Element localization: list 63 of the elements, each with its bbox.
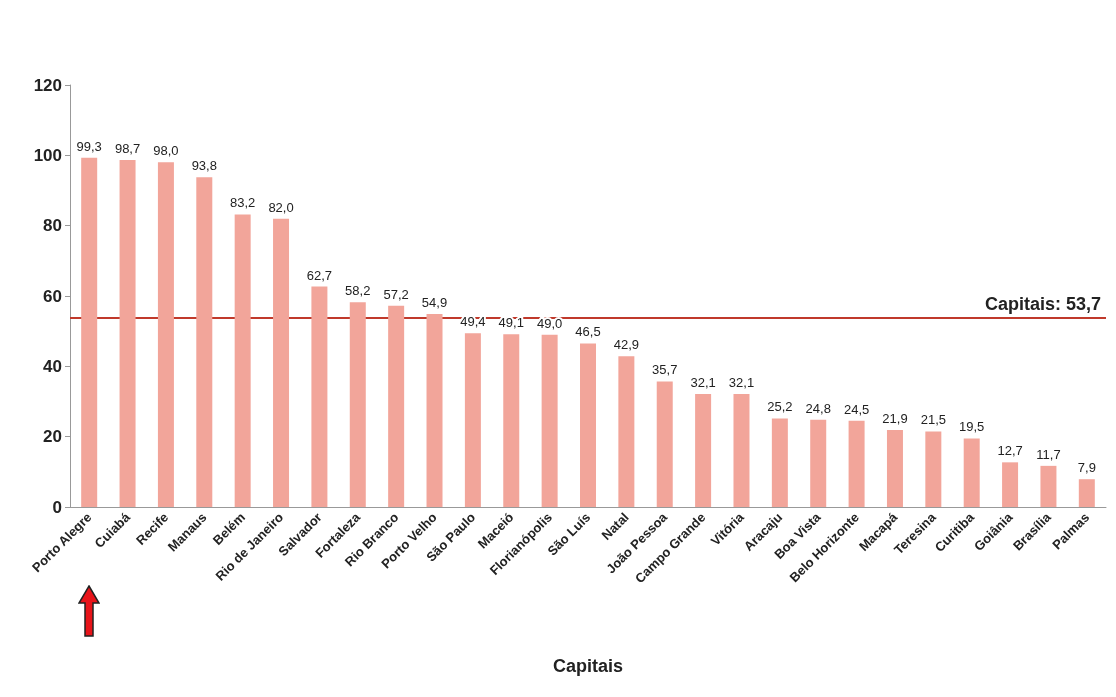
- bar: [541, 334, 558, 507]
- data-label: 57,2: [383, 286, 409, 302]
- bar: [1002, 462, 1019, 507]
- data-label: 32,1: [690, 375, 716, 391]
- data-label: 42,9: [613, 337, 640, 353]
- bar: [810, 419, 827, 507]
- bar: [656, 381, 673, 507]
- bar: [157, 162, 174, 507]
- y-tick-label: 80: [43, 216, 62, 236]
- data-label: 12,7: [997, 443, 1023, 459]
- data-label: 7,9: [1077, 460, 1096, 476]
- data-label: 24,5: [843, 401, 870, 417]
- bar: [848, 420, 865, 507]
- ref-line-label: Capitais: 53,7: [984, 294, 1101, 315]
- bar: [963, 438, 980, 507]
- data-label: 49,1: [498, 315, 524, 331]
- data-label: 98,0: [153, 143, 179, 159]
- bar: [618, 356, 635, 507]
- y-tick-label: 20: [43, 427, 62, 447]
- data-label: 54,9: [421, 294, 448, 310]
- data-label: 99,3: [76, 138, 102, 154]
- data-label: 21,9: [882, 410, 908, 426]
- bar: [925, 431, 942, 507]
- data-label: 19,5: [959, 419, 985, 435]
- bar: [733, 394, 750, 507]
- bar: [119, 159, 136, 507]
- data-label: 98,7: [114, 140, 141, 156]
- y-tick-label: 60: [43, 286, 62, 306]
- data-label: 83,2: [230, 195, 256, 211]
- bar: [234, 214, 251, 507]
- bar: [503, 334, 520, 507]
- bar: [886, 429, 903, 507]
- y-tick-label: 120: [33, 75, 62, 95]
- data-label: 46,5: [575, 324, 601, 340]
- data-label: 93,8: [191, 158, 217, 174]
- x-axis-title: Capitais: [552, 656, 624, 676]
- data-label: 62,7: [306, 267, 333, 283]
- bar: [695, 394, 712, 507]
- data-label: 32,1: [728, 375, 755, 391]
- bar: [196, 177, 213, 507]
- data-label: 82,0: [268, 199, 294, 215]
- bar: [580, 343, 596, 507]
- bar: [273, 218, 290, 507]
- bar: [311, 286, 328, 507]
- bar: [426, 313, 443, 507]
- bar: [771, 418, 788, 507]
- data-label: 11,7: [1036, 446, 1061, 462]
- data-label: 21,5: [920, 412, 946, 428]
- data-label: 58,2: [345, 283, 371, 299]
- y-tick-label: 100: [33, 145, 62, 165]
- bar: [388, 305, 405, 507]
- bar: [1078, 479, 1095, 507]
- bar: [349, 302, 366, 507]
- y-tick-label: 40: [43, 356, 62, 376]
- data-label: 24,8: [805, 400, 831, 416]
- bar: [81, 157, 98, 507]
- bar: [1040, 465, 1057, 507]
- bar: [464, 333, 481, 507]
- data-label: 49,4: [460, 314, 486, 330]
- data-label: 25,2: [767, 399, 793, 415]
- data-label: 49,0: [536, 315, 563, 331]
- y-tick-label: 0: [52, 497, 62, 517]
- data-label: 35,7: [652, 362, 678, 378]
